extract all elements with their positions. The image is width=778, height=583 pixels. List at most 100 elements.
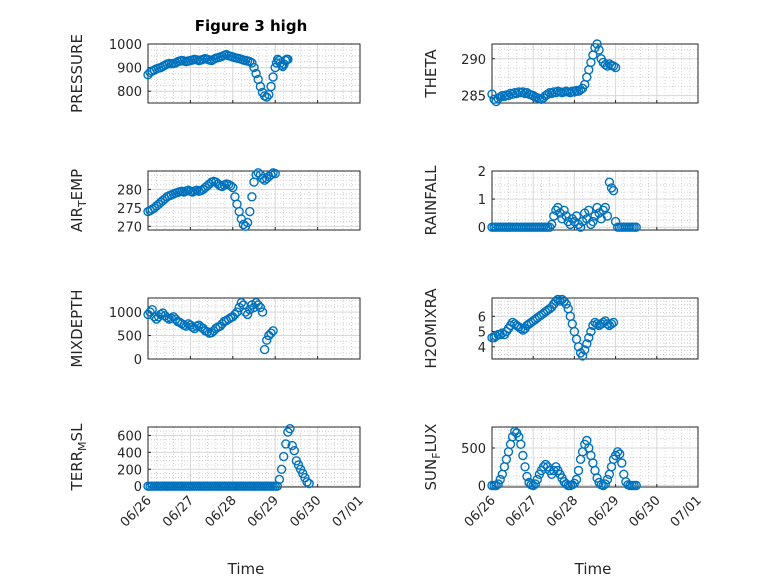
y-axis-label: MIXDEPTH <box>68 289 86 367</box>
y-tick-label: 0 <box>134 480 142 495</box>
data-point <box>617 458 627 468</box>
data-point <box>545 222 555 232</box>
x-tick-label: 06/27 <box>503 493 540 530</box>
y-tick-label: 1000 <box>109 38 142 53</box>
y-tick-label: 1000 <box>109 306 142 321</box>
x-tick-label: 06/30 <box>627 493 664 530</box>
data-point <box>202 327 213 337</box>
y-tick-label: 285 <box>461 90 486 105</box>
data-point <box>592 319 602 329</box>
data-point <box>225 181 236 191</box>
data-point <box>592 39 602 49</box>
data-point <box>274 474 285 485</box>
data-point <box>553 294 563 305</box>
series-markers <box>487 294 619 361</box>
subplot-3: 270 275 280 AIRTEMP <box>68 168 361 235</box>
data-point <box>245 206 255 217</box>
x-tick-label: 06/26 <box>118 493 155 530</box>
data-point <box>149 312 160 322</box>
series-markers <box>143 424 314 491</box>
data-point <box>600 479 610 489</box>
data-point <box>162 313 172 323</box>
data-point <box>602 319 613 329</box>
data-point <box>613 447 623 457</box>
x-axis-label: Time <box>574 560 612 578</box>
data-point <box>584 333 594 343</box>
data-point <box>266 328 276 338</box>
data-point <box>253 300 263 310</box>
x-tick-label: 06/28 <box>203 493 240 530</box>
data-point <box>547 219 557 230</box>
data-point <box>520 462 530 472</box>
data-point <box>606 319 617 329</box>
data-point <box>592 473 602 483</box>
axes-frame <box>491 297 699 360</box>
data-point <box>600 202 610 213</box>
axes-frame <box>491 170 699 231</box>
data-point <box>259 344 270 355</box>
data-point <box>602 211 613 221</box>
data-point <box>608 317 619 328</box>
data-point <box>255 302 266 313</box>
data-point <box>608 185 619 196</box>
data-point <box>281 439 291 449</box>
data-point <box>495 474 505 485</box>
x-tick-label: 07/01 <box>668 493 705 530</box>
x-tick-label: 06/28 <box>544 493 581 530</box>
subplot-4: 0 1 2 RAINFALL <box>422 165 699 236</box>
data-point <box>489 94 499 105</box>
y-tick-label: 900 <box>117 62 142 77</box>
y-axis-label: H2OMIXRA <box>422 288 440 369</box>
data-point <box>257 173 268 184</box>
data-point <box>251 68 261 79</box>
y-tick-label: 270 <box>117 220 142 235</box>
y-tick-label: 4 <box>478 341 486 356</box>
y-tick-label: 500 <box>461 442 486 457</box>
data-point <box>247 192 257 202</box>
data-point <box>610 62 621 73</box>
x-tick-label: 06/30 <box>287 493 324 530</box>
y-tick-label: 200 <box>117 463 142 478</box>
data-point <box>262 92 272 102</box>
y-axis-label: SUNFLUX <box>422 424 443 491</box>
series-markers <box>487 426 641 491</box>
data-point <box>530 479 540 489</box>
figure-title: Figure 3 high <box>195 17 308 35</box>
data-point <box>264 89 274 100</box>
data-point <box>255 81 266 92</box>
data-point <box>594 45 604 55</box>
y-tick-label: 275 <box>117 202 142 217</box>
data-point <box>262 335 272 345</box>
data-point <box>532 474 542 485</box>
series-markers <box>143 298 278 355</box>
data-point <box>522 471 532 482</box>
y-axis-label: THETA <box>422 49 440 99</box>
data-point <box>608 61 619 71</box>
data-point <box>571 211 582 221</box>
y-tick-label: 400 <box>117 446 142 461</box>
data-point <box>266 81 276 92</box>
data-point <box>247 58 257 68</box>
axes-frame <box>147 297 361 360</box>
data-point <box>631 222 641 232</box>
subplot-2: 285 290 THETA <box>422 39 699 107</box>
x-tick-label: 07/01 <box>330 493 367 530</box>
data-point <box>577 351 588 361</box>
data-point <box>497 328 507 338</box>
y-tick-label: 280 <box>117 183 142 198</box>
y-tick-label: 0 <box>478 480 486 495</box>
data-point <box>279 451 289 462</box>
axes-background <box>147 297 361 360</box>
data-point <box>588 216 598 227</box>
data-point <box>285 424 295 434</box>
data-point <box>249 62 259 73</box>
x-tick-label: 06/29 <box>585 493 622 530</box>
data-point <box>293 460 304 470</box>
data-point <box>230 309 240 320</box>
data-point <box>582 339 592 349</box>
data-point <box>283 54 293 64</box>
data-point <box>631 480 641 491</box>
data-point <box>615 449 625 459</box>
